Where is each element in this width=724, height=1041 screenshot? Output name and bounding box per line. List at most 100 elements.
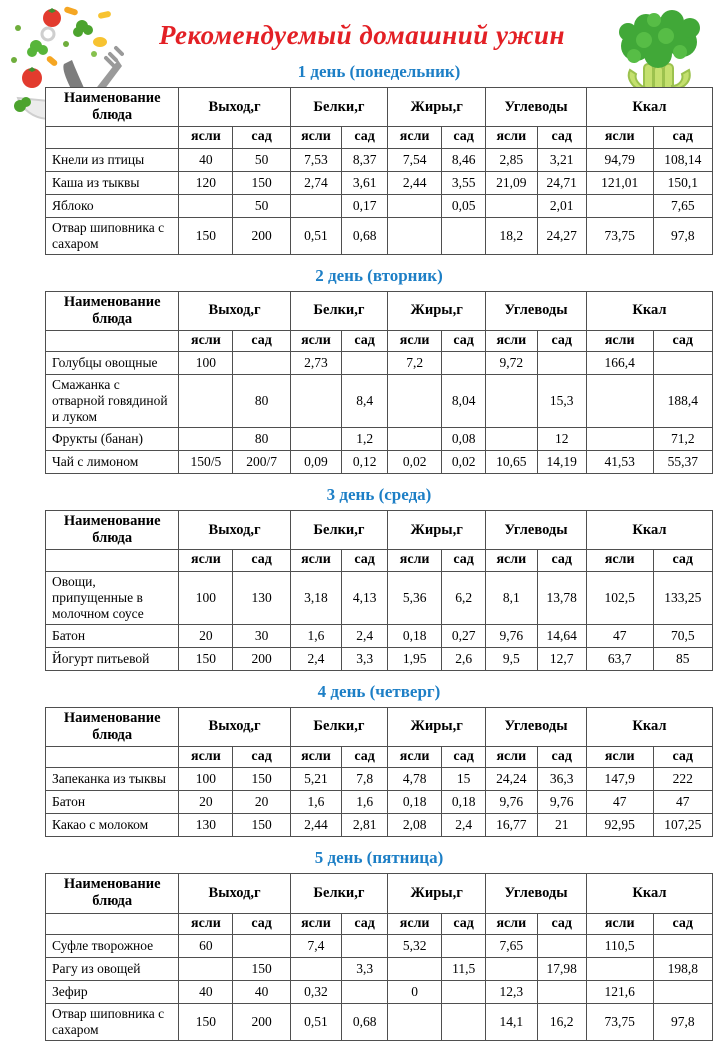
- value-cell: 5,21: [289, 767, 343, 792]
- dish-name-cell: Йогурт питьевой: [44, 646, 180, 671]
- menu-table: Наименование блюда Выход,г Белки,г Жиры,г Уг…: [44, 510, 714, 671]
- dish-row: Какао с молоком 130 150 2,44 2,81 2,08 2,4 16,7…: [44, 813, 714, 838]
- value-cell: 222: [652, 767, 714, 792]
- value-cell: [289, 957, 343, 982]
- column-group-header: Углеводы: [485, 706, 587, 747]
- value-cell: [441, 351, 487, 376]
- value-cell: 188,4: [652, 374, 714, 429]
- subheader-cell: ясли: [485, 329, 538, 353]
- value-cell: [485, 427, 538, 452]
- value-cell: 4,13: [341, 570, 389, 625]
- value-cell: 0,05: [441, 193, 487, 218]
- subheader-cell: сад: [441, 912, 487, 936]
- value-cell: 7,4: [289, 934, 343, 959]
- value-cell: 3,21: [536, 147, 587, 172]
- subheader-cell: сад: [652, 329, 714, 353]
- value-cell: 8,04: [441, 374, 487, 429]
- dish-row: Фрукты (банан) 80 1,2 0,08 12 71,2: [44, 427, 714, 452]
- subheader-cell: ясли: [387, 549, 443, 572]
- value-cell: [289, 427, 343, 452]
- value-cell: 2,6: [441, 646, 487, 671]
- value-cell: 120: [178, 170, 234, 195]
- subheader-cell: ясли: [289, 912, 343, 936]
- value-cell: 150: [232, 957, 291, 982]
- subheader-row: ясли сад ясли сад ясли сад ясли сад ясли сад: [44, 912, 714, 936]
- value-cell: [441, 1003, 487, 1041]
- value-cell: 1,6: [341, 790, 389, 815]
- dish-row: Чай с лимоном 150/5 200/7 0,09 0,12 0,02 0,02 1…: [44, 450, 714, 475]
- value-cell: 150: [232, 170, 291, 195]
- subheader-row: ясли сад ясли сад ясли сад ясли сад ясли сад: [44, 126, 714, 149]
- value-cell: 73,75: [585, 216, 654, 255]
- subheader-cell: ясли: [485, 126, 538, 149]
- column-group-header: Ккал: [585, 86, 714, 128]
- day-section: 5 день (пятница) Наименование блюда Выход,…: [0, 848, 724, 1041]
- dish-name-cell: Овощи, припущенные в молочном соусе: [44, 570, 180, 625]
- value-cell: 150/5: [178, 450, 234, 475]
- empty-subheader-cell: [44, 126, 180, 149]
- value-cell: 0,08: [441, 427, 487, 452]
- subheader-cell: сад: [232, 549, 291, 572]
- value-cell: 2,4: [289, 646, 343, 671]
- subheader-cell: ясли: [585, 126, 654, 149]
- column-group-header: Выход,г: [178, 86, 291, 128]
- value-cell: 63,7: [585, 646, 654, 671]
- value-cell: 7,65: [652, 193, 714, 218]
- subheader-cell: сад: [536, 549, 587, 572]
- column-group-header: Выход,г: [178, 873, 291, 914]
- value-cell: 150: [232, 767, 291, 792]
- subheader-row: ясли сад ясли сад ясли сад ясли сад ясли сад: [44, 549, 714, 572]
- value-cell: [341, 351, 389, 376]
- value-cell: 17,98: [536, 957, 587, 982]
- subheader-cell: ясли: [485, 549, 538, 572]
- column-group-header: Углеводы: [485, 290, 587, 331]
- value-cell: 3,61: [341, 170, 389, 195]
- subheader-cell: ясли: [178, 912, 234, 936]
- value-cell: 9,76: [536, 790, 587, 815]
- value-cell: [232, 934, 291, 959]
- value-cell: 2,44: [387, 170, 443, 195]
- subheader-cell: ясли: [585, 549, 654, 572]
- day-section: 1 день (понедельник) Наименование блюда Вы…: [0, 62, 724, 255]
- column-group-header: Белки,г: [289, 510, 389, 551]
- dish-row: Батон 20 30 1,6 2,4 0,18 0,27 9,76 14,64 47 70,5: [44, 623, 714, 648]
- value-cell: 41,53: [585, 450, 654, 475]
- value-cell: 20: [178, 790, 234, 815]
- value-cell: 0,51: [289, 216, 343, 255]
- day-heading: 2 день (вторник): [315, 265, 443, 285]
- value-cell: 1,6: [289, 790, 343, 815]
- dish-row: Суфле творожное 60 7,4 5,32 7,65 110,5: [44, 934, 714, 959]
- subheader-cell: сад: [441, 329, 487, 353]
- value-cell: 9,5: [485, 646, 538, 671]
- value-cell: 14,19: [536, 450, 587, 475]
- value-cell: 40: [232, 980, 291, 1005]
- value-cell: 121,01: [585, 170, 654, 195]
- value-cell: 2,4: [441, 813, 487, 838]
- value-cell: 20: [178, 623, 234, 648]
- value-cell: 2,85: [485, 147, 538, 172]
- value-cell: [387, 216, 443, 255]
- day-heading: 1 день (понедельник): [297, 62, 461, 81]
- value-cell: 147,9: [585, 767, 654, 792]
- value-cell: 6,2: [441, 570, 487, 625]
- dish-name-header: Наименование блюда: [44, 86, 180, 128]
- value-cell: 0,32: [289, 980, 343, 1005]
- dish-name-cell: Запеканка из тыквы: [44, 767, 180, 792]
- dish-row: Рагу из овощей 150 3,3 11,5 17,98 198,8: [44, 957, 714, 982]
- value-cell: 0,27: [441, 623, 487, 648]
- value-cell: 100: [178, 767, 234, 792]
- subheader-cell: сад: [441, 549, 487, 572]
- empty-subheader-cell: [44, 912, 180, 936]
- dish-row: Зефир 40 40 0,32 0 12,3 121,6: [44, 980, 714, 1005]
- value-cell: 47: [585, 623, 654, 648]
- dish-name-cell: Батон: [44, 790, 180, 815]
- dish-row: Голубцы овощные 100 2,73 7,2 9,72 166,4: [44, 351, 714, 376]
- value-cell: 0,02: [387, 450, 443, 475]
- subheader-cell: сад: [232, 126, 291, 149]
- value-cell: 198,8: [652, 957, 714, 982]
- value-cell: 2,01: [536, 193, 587, 218]
- dish-name-cell: Зефир: [44, 980, 180, 1005]
- document-header: Рекомендуемый домашний ужин: [0, 0, 724, 51]
- dish-name-cell: Чай с лимоном: [44, 450, 180, 475]
